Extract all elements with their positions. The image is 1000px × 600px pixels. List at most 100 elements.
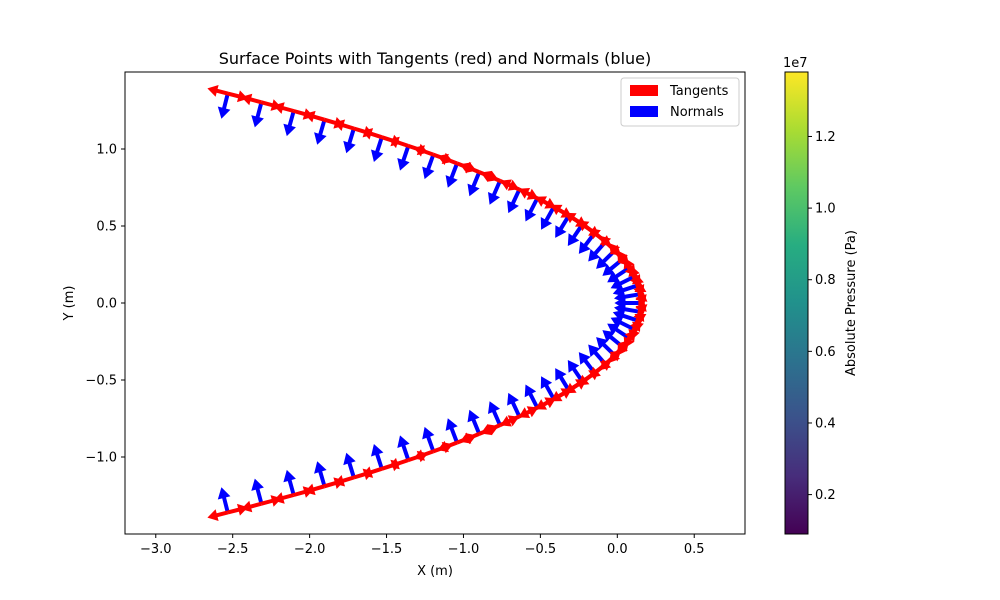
tangent-arrow [413, 145, 434, 157]
tangent-arrow [207, 509, 229, 521]
colorbar-gradient [784, 71, 809, 535]
normal-arrow [343, 452, 356, 479]
normal-arrow [283, 110, 296, 137]
y-tick-label: −1.0 [85, 451, 117, 466]
x-tick-label: −0.5 [525, 542, 557, 557]
normal-arrow [314, 119, 327, 145]
tangent-arrow [500, 179, 521, 192]
y-tick-label: 1.0 [96, 143, 117, 158]
colorbar-label: Absolute Pressure (Pa) [844, 230, 859, 376]
normal-arrow [422, 426, 436, 452]
tangent-arrow [499, 415, 520, 427]
tangent-arrow [353, 468, 374, 481]
normal-arrow [343, 127, 356, 154]
quiver-marks [207, 85, 648, 521]
legend: Tangents Normals [620, 77, 740, 127]
normal-arrow [488, 180, 502, 205]
y-tick-label: 0.5 [96, 220, 117, 235]
colorbar-tick-label: 0.2 [815, 488, 836, 503]
tangent-arrow [480, 170, 501, 183]
tangent-arrow [293, 486, 314, 498]
legend-label-tangents: Tangents [669, 84, 729, 99]
tangent-arrow [536, 397, 556, 410]
tangent-arrow [207, 85, 229, 97]
plot-frame [124, 71, 746, 535]
tangent-arrow [241, 93, 262, 106]
tangent-arrow [535, 196, 555, 209]
tangent-arrow [456, 433, 477, 445]
normal-arrow [602, 330, 624, 349]
tangent-arrow [550, 204, 570, 218]
tangent-arrow [381, 459, 402, 472]
colorbar-tick-label: 0.6 [815, 345, 836, 360]
normal-arrow [445, 418, 459, 444]
tangent-arrow [478, 424, 499, 436]
normal-arrow [507, 188, 522, 214]
tangent-arrow [260, 495, 282, 507]
y-axis-label: Y (m) [62, 286, 77, 322]
normal-arrow [397, 435, 411, 461]
colorbar-tick-label: 0.4 [815, 416, 836, 431]
normal-arrow [602, 257, 624, 276]
legend-swatch-normals [630, 106, 658, 117]
normal-arrow [371, 136, 384, 162]
normal-arrow [314, 461, 327, 487]
normal-arrow [488, 401, 502, 426]
legend-label-normals: Normals [670, 105, 724, 120]
normal-arrow [524, 197, 539, 222]
y-axis: −1.0 −0.5 0.0 0.5 1.0 [85, 143, 125, 466]
normal-arrow [612, 283, 639, 297]
colorbar: 1e7 0.2 0.4 0.6 0.8 1.0 1.2 Absolute Pressure… [783, 56, 859, 535]
normal-arrow [467, 171, 482, 197]
tangent-arrow [567, 379, 587, 392]
normal-arrow [607, 266, 630, 283]
x-tick-label: 0.5 [684, 542, 705, 557]
normal-arrow [283, 469, 296, 496]
tangent-arrow [634, 282, 647, 303]
legend-swatch-tangents [630, 85, 658, 96]
normal-arrow [588, 240, 607, 262]
x-tick-label: −2.0 [294, 542, 326, 557]
tangent-arrow [361, 128, 383, 140]
tangent-arrow [432, 442, 454, 454]
tangent-arrow [518, 406, 539, 419]
normal-arrow [567, 223, 584, 246]
y-tick-label: 0.0 [96, 297, 117, 312]
tangent-arrow [227, 503, 249, 516]
colorbar-tick-label: 1.0 [815, 202, 836, 217]
x-tick-label: −3.0 [140, 542, 172, 557]
normal-arrow [610, 316, 635, 331]
x-tick-label: −1.5 [371, 542, 403, 557]
normal-arrow [555, 368, 571, 392]
normal-arrow [467, 409, 482, 435]
normal-arrow [607, 323, 630, 340]
tangent-arrow [388, 136, 409, 149]
colorbar-tick-label: 0.8 [815, 273, 836, 288]
normal-arrow [251, 101, 264, 128]
tangent-arrow [459, 162, 480, 174]
x-axis-label: X (m) [417, 564, 453, 579]
y-tick-label: −0.5 [85, 374, 117, 389]
normal-arrow [610, 275, 635, 290]
normal-arrow [524, 384, 539, 409]
chart-title: Surface Points with Tangents (red) and N… [219, 49, 652, 68]
tangent-arrow [323, 477, 345, 489]
tangent-arrow [552, 388, 573, 401]
tangent-arrow [227, 90, 249, 103]
normal-arrow [217, 93, 231, 119]
tangent-arrow [241, 500, 262, 513]
x-axis: −3.0 −2.5 −2.0 −1.5 −1.0 −0.5 0.0 0.5 [140, 534, 705, 557]
x-tick-label: 0.0 [607, 542, 628, 557]
colorbar-ticks: 0.2 0.4 0.6 0.8 1.0 1.2 [808, 130, 836, 503]
tangent-arrow [437, 153, 458, 166]
tangent-arrow [407, 450, 429, 463]
tangent-arrow [518, 188, 539, 201]
normal-arrow [397, 145, 411, 171]
normal-arrow [567, 360, 584, 383]
normal-arrow [540, 376, 556, 400]
x-tick-label: −2.5 [217, 542, 249, 557]
normal-arrow [217, 487, 231, 513]
normal-arrow [422, 154, 436, 180]
normal-arrow [445, 162, 459, 188]
